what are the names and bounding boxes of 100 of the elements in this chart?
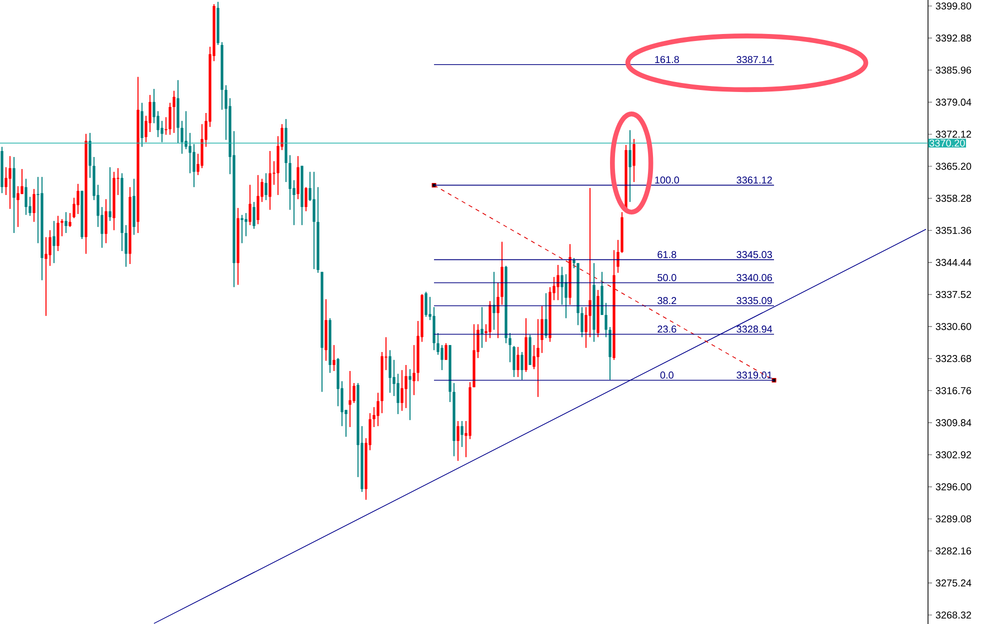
y-tick-label: 3344.44: [936, 258, 972, 266]
candlestick: [572, 257, 576, 269]
candlestick: [4, 166, 8, 196]
candlestick: [388, 350, 392, 394]
candlestick: [76, 183, 80, 214]
y-tick-label: 3365.20: [936, 162, 972, 170]
annotation: 100.0: [655, 176, 680, 184]
candlestick: [352, 382, 356, 404]
candlestick: [124, 224, 128, 268]
candlestick: [580, 306, 584, 338]
y-tick-label: 3323.68: [936, 355, 972, 362]
candlestick: [168, 102, 172, 136]
candlestick: [424, 291, 428, 318]
candlestick: [412, 344, 416, 396]
y-tick-label: 3337.52: [936, 290, 972, 298]
annotation: 0.0: [660, 372, 674, 379]
candlestick: [164, 116, 168, 136]
candlestick: [188, 132, 192, 174]
annotation: 38.2: [658, 297, 676, 304]
candlestick: [160, 120, 164, 143]
candlestick: [56, 215, 60, 252]
candlestick: [268, 150, 272, 210]
annotation: 23.6: [658, 326, 676, 333]
candlestick: [48, 230, 52, 266]
candlestick: [252, 201, 256, 230]
candlestick: [564, 274, 568, 319]
y-tick-label: 3268.32: [936, 611, 972, 619]
candlestick: [244, 212, 248, 237]
candlestick: [248, 184, 252, 226]
candlestick: [192, 144, 196, 188]
ref-line-label: 3345.03: [736, 251, 772, 258]
candlestick: [396, 373, 400, 415]
y-tick-label: 3372.12: [936, 130, 972, 138]
candlestick: [456, 420, 460, 462]
candlestick: [312, 171, 316, 270]
candlestick: [16, 186, 20, 228]
candlestick: [544, 292, 548, 339]
candlestick: [628, 130, 632, 202]
candlestick: [68, 212, 72, 228]
candlestick: [172, 90, 176, 134]
candlestick: [8, 156, 12, 210]
candlestick: [184, 110, 188, 150]
annotation: 50.0: [658, 274, 676, 282]
candlestick: [180, 120, 184, 154]
ref-line-label: 3361.12: [736, 176, 772, 184]
y-tick-label: 3392.88: [936, 34, 972, 42]
candlestick: [508, 332, 512, 363]
y-tick-label: 3358.28: [936, 194, 972, 202]
candlestick: [60, 218, 64, 237]
candlestick: [440, 344, 444, 371]
candlestick: [604, 302, 608, 338]
candlestick: [332, 344, 336, 372]
y-tick-label: 3351.36: [936, 226, 972, 234]
y-tick-label: 3275.24: [936, 579, 972, 587]
y-tick-label: 3296.00: [936, 483, 972, 490]
annotation: 161.8: [655, 56, 679, 64]
candlestick: [512, 345, 516, 378]
candlestick: [492, 271, 496, 330]
candlestick: [460, 420, 464, 448]
candlestick: [536, 318, 540, 398]
candlestick: [540, 306, 544, 354]
candlestick: [104, 198, 108, 244]
candlestick: [304, 186, 308, 212]
y-tick-label: 3385.96: [936, 66, 972, 74]
candlestick: [632, 138, 636, 183]
candlestick: [376, 392, 380, 427]
ref-line-label: 3370.20: [929, 140, 965, 147]
annotation: 61.8: [658, 251, 676, 258]
candlestick: [520, 352, 524, 380]
candlestick: [480, 306, 484, 348]
y-tick-label: 3302.92: [936, 451, 972, 458]
candlestick: [516, 346, 520, 378]
candlestick: [560, 266, 564, 306]
candlestick: [24, 178, 28, 216]
candlestick: [108, 166, 112, 222]
candlestick: [64, 212, 68, 234]
candlestick: [264, 172, 268, 201]
ref-line-label: 3328.94: [736, 326, 772, 333]
candlestick: [532, 344, 536, 370]
y-tick-label: 3309.84: [936, 419, 972, 426]
candlestick: [408, 368, 412, 421]
candlestick: [44, 236, 48, 316]
candlestick: [240, 214, 244, 244]
candlestick: [32, 188, 36, 222]
y-tick-label: 3399.80: [936, 2, 972, 10]
candlestick: [404, 364, 408, 409]
candlestick: [588, 188, 592, 338]
candlestick: [616, 239, 620, 274]
candlestick: [348, 370, 352, 428]
y-tick-label: 3379.04: [936, 98, 972, 106]
candlestick: [556, 264, 560, 301]
candlestick: [400, 370, 404, 412]
ref-line-label: 3340.06: [736, 274, 772, 282]
ref-line-label: 3387.14: [736, 56, 772, 64]
y-tick-label: 3330.60: [936, 322, 972, 330]
y-tick-label: 3282.16: [936, 547, 972, 554]
ref-line-label: 3335.09: [736, 297, 772, 304]
y-tick-label: 3316.76: [936, 387, 972, 394]
candlestick: [444, 342, 448, 360]
ref-line-label: 3319.01: [736, 372, 772, 379]
